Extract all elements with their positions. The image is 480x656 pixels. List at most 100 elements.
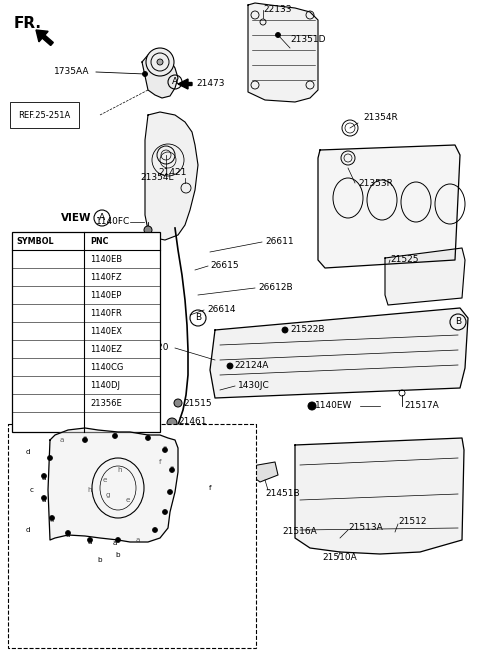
Text: 1430JC: 1430JC — [238, 382, 270, 390]
Text: 21522B: 21522B — [290, 325, 324, 335]
Text: a: a — [37, 255, 42, 264]
Text: e: e — [126, 497, 130, 503]
Circle shape — [87, 537, 93, 543]
Text: h: h — [37, 380, 42, 390]
Text: FR.: FR. — [14, 16, 42, 31]
Polygon shape — [48, 428, 178, 542]
Text: e: e — [103, 477, 107, 483]
Text: 1140EW: 1140EW — [315, 401, 352, 411]
FancyArrow shape — [178, 79, 192, 89]
Text: 26614: 26614 — [207, 306, 236, 314]
Text: 26615: 26615 — [210, 262, 239, 270]
Text: a: a — [48, 455, 52, 461]
Text: g: g — [106, 492, 110, 498]
Circle shape — [153, 527, 157, 533]
Text: 26612B: 26612B — [258, 283, 293, 293]
Text: 22133: 22133 — [263, 5, 291, 14]
Text: a: a — [42, 497, 46, 503]
Text: 1140CG: 1140CG — [90, 363, 123, 371]
Text: e: e — [38, 327, 42, 335]
Text: 26611: 26611 — [265, 237, 294, 247]
Text: b: b — [37, 272, 42, 281]
Text: REF.25-251A: REF.25-251A — [18, 110, 70, 119]
Text: d: d — [26, 527, 30, 533]
Text: 1735AA: 1735AA — [54, 68, 89, 77]
Text: a: a — [136, 537, 140, 543]
Text: PNC: PNC — [90, 237, 108, 245]
Text: 1140EZ: 1140EZ — [90, 344, 122, 354]
Circle shape — [163, 447, 168, 453]
Text: 21356E: 21356E — [90, 398, 122, 407]
Circle shape — [41, 495, 47, 501]
Text: 21513A: 21513A — [348, 523, 383, 533]
Circle shape — [167, 418, 177, 428]
Text: 1140FR: 1140FR — [90, 308, 122, 318]
Text: f: f — [209, 485, 211, 491]
Text: a: a — [153, 527, 157, 533]
Text: h: h — [88, 487, 92, 493]
Text: 21473: 21473 — [196, 79, 225, 89]
Circle shape — [144, 226, 152, 234]
Text: 1140EP: 1140EP — [90, 291, 121, 300]
Text: A: A — [172, 77, 178, 87]
Circle shape — [174, 399, 182, 407]
Text: 1140EB: 1140EB — [90, 255, 122, 264]
Text: 1140DJ: 1140DJ — [90, 380, 120, 390]
Text: 21512: 21512 — [398, 518, 427, 527]
Text: 1140FZ: 1140FZ — [90, 272, 121, 281]
Text: 21525: 21525 — [390, 255, 419, 264]
Circle shape — [49, 516, 55, 520]
Circle shape — [65, 531, 71, 535]
Text: a: a — [113, 540, 117, 546]
Text: d: d — [26, 449, 30, 455]
Circle shape — [41, 474, 47, 478]
Text: 21461: 21461 — [178, 417, 206, 426]
Text: c: c — [38, 291, 42, 300]
Circle shape — [308, 402, 316, 410]
Circle shape — [145, 436, 151, 440]
Circle shape — [282, 327, 288, 333]
Text: d: d — [37, 308, 42, 318]
Polygon shape — [248, 3, 318, 102]
Polygon shape — [252, 462, 278, 482]
Text: a: a — [66, 532, 70, 538]
Text: 21517A: 21517A — [404, 401, 439, 411]
FancyArrow shape — [36, 30, 53, 45]
Text: h: h — [118, 467, 122, 473]
Bar — [8, 424, 256, 648]
Text: 22124A: 22124A — [234, 361, 268, 371]
Circle shape — [157, 59, 163, 65]
Text: f: f — [38, 344, 41, 354]
Text: 21354L: 21354L — [140, 173, 173, 182]
Text: 21421: 21421 — [158, 168, 186, 177]
Text: b: b — [116, 552, 120, 558]
Text: a: a — [60, 437, 64, 443]
Text: a: a — [50, 517, 54, 523]
Polygon shape — [385, 248, 465, 305]
Text: f: f — [159, 459, 161, 465]
Circle shape — [48, 455, 52, 461]
Text: 21353R: 21353R — [358, 178, 393, 188]
Text: k: k — [88, 425, 92, 431]
Text: a: a — [113, 431, 117, 437]
Text: c: c — [30, 487, 34, 493]
Text: 1140FC: 1140FC — [96, 218, 130, 226]
Circle shape — [169, 468, 175, 472]
Polygon shape — [210, 308, 468, 398]
Text: g: g — [37, 363, 42, 371]
Polygon shape — [145, 112, 198, 240]
Polygon shape — [318, 145, 460, 268]
Polygon shape — [142, 52, 178, 98]
Text: a: a — [146, 433, 150, 439]
Text: 21510A: 21510A — [322, 554, 357, 562]
Circle shape — [143, 72, 147, 77]
Circle shape — [116, 537, 120, 543]
Text: k: k — [38, 398, 42, 407]
Text: B: B — [195, 314, 201, 323]
Text: 21354R: 21354R — [363, 113, 398, 123]
Bar — [12, 232, 160, 432]
Text: A: A — [99, 213, 105, 222]
Text: a: a — [42, 475, 46, 481]
Text: a: a — [163, 509, 167, 515]
Circle shape — [163, 510, 168, 514]
